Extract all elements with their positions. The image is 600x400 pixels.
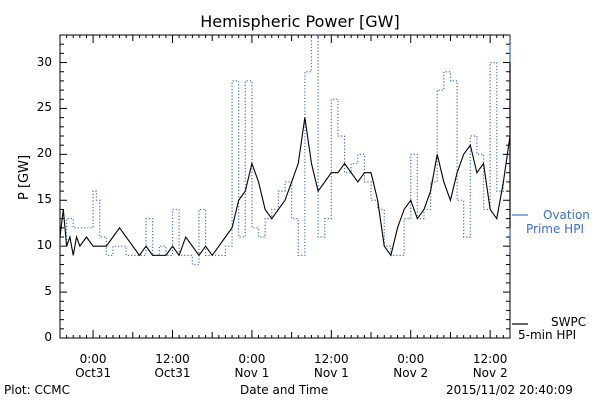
footer-timestamp: 2015/11/02 20:40:09 (446, 383, 573, 397)
x-tick-label: 12:00 (155, 352, 190, 366)
x-tick-label: Nov 1 (313, 366, 349, 380)
chart-title: Hemispheric Power [GW] (200, 12, 400, 31)
x-axis-label: Date and Time (240, 383, 329, 397)
x-tick-label: 12:00 (314, 352, 349, 366)
series-group (59, 34, 511, 266)
x-tick-label: Nov 2 (472, 366, 508, 380)
swpc-legend-label-1: SWPC (551, 315, 587, 329)
y-tick-label: 25 (36, 100, 52, 115)
x-tick-label: Nov 2 (393, 366, 429, 380)
x-tick-label: 0:00 (238, 352, 266, 366)
x-axis-ticks (59, 35, 511, 338)
x-tick-label: 0:00 (397, 352, 425, 366)
y-axis-label: P [GW] (17, 154, 33, 201)
ovation-legend-label-1: Ovation (543, 208, 590, 222)
swpc-series-line (59, 62, 511, 257)
y-tick-label: 20 (36, 146, 52, 161)
plot-frame (59, 34, 511, 339)
x-tick-label: 12:00 (472, 352, 508, 366)
y-tick-label: 15 (36, 192, 52, 207)
ovation-legend-label-2: Prime HPI (526, 222, 584, 236)
footer-plot-source: Plot: CCMC (4, 383, 70, 397)
y-tick-label: 5 (44, 284, 52, 299)
y-axis-ticks (60, 34, 510, 339)
x-tick-label: Oct31 (154, 366, 191, 380)
swpc-legend-label-2: 5-min HPI (518, 328, 577, 342)
ovation-series-line (60, 34, 511, 266)
x-tick-label: Nov 1 (234, 366, 270, 380)
x-tick-label: 0:00 (79, 352, 107, 366)
y-tick-label: 0 (44, 330, 52, 344)
y-tick-label: 30 (36, 54, 52, 69)
y-tick-label: 10 (36, 238, 52, 253)
x-tick-label: Oct31 (75, 366, 112, 380)
